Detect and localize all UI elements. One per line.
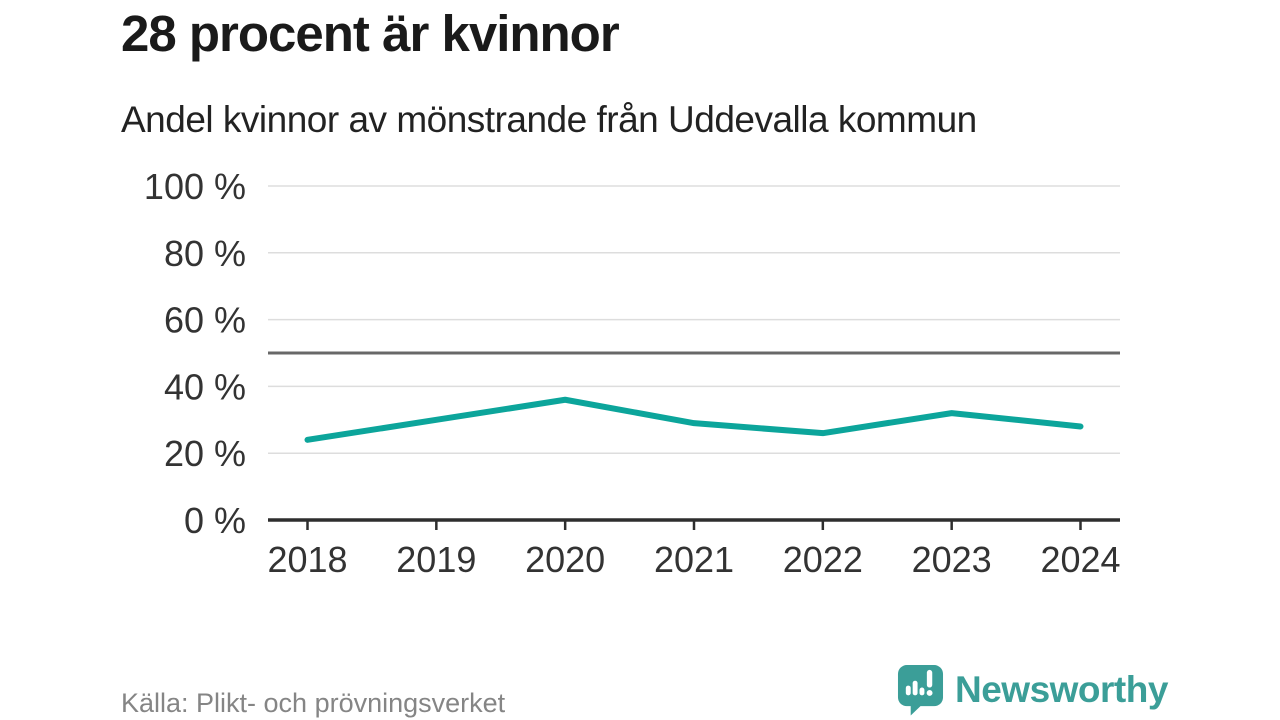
x-axis-tick-label: 2021 [654,539,734,580]
y-axis-tick-label: 20 % [164,433,246,474]
x-axis-tick-label: 2022 [783,539,863,580]
chart-subtitle: Andel kvinnor av mönstrande från Uddeval… [121,99,977,140]
data-line [304,396,1084,443]
y-axis-tick-label: 0 % [184,500,246,541]
y-axis-tick-label: 100 % [144,166,246,207]
x-axis-tick-label: 2020 [525,539,605,580]
chart-title: 28 procent är kvinnor [121,5,620,62]
newsworthy-logo-text: Newsworthy [955,669,1168,710]
newsworthy-logo: Newsworthy [897,664,1168,716]
y-axis-tick-label: 40 % [164,366,246,407]
x-axis-tick-label: 2024 [1040,539,1120,580]
y-axis-tick-label: 60 % [164,300,246,341]
y-axis-tick-label: 80 % [164,233,246,274]
x-axis-tick-label: 2019 [396,539,476,580]
source-note: Källa: Plikt- och prövningsverket [121,688,506,718]
x-axis-tick-label: 2023 [912,539,992,580]
x-axis-tick-label: 2018 [267,539,347,580]
newsworthy-logo-icon [897,665,944,716]
